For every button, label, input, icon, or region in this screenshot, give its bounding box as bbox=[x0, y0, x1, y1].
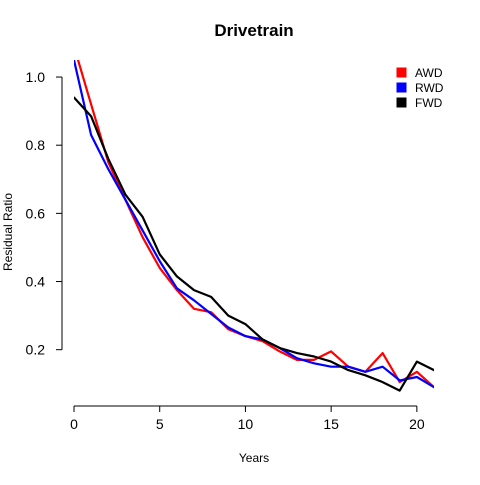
y-tick-label: 0.6 bbox=[26, 205, 46, 221]
plot-area bbox=[74, 60, 434, 392]
x-tick-label: 15 bbox=[323, 416, 339, 432]
legend-label-fwd: FWD bbox=[415, 96, 443, 110]
x-tick-label: 5 bbox=[156, 416, 164, 432]
legend-swatch-awd bbox=[396, 67, 407, 78]
legend-swatch-fwd bbox=[396, 97, 407, 108]
y-tick-label: 0.2 bbox=[26, 342, 46, 358]
x-tick-label: 20 bbox=[409, 416, 425, 432]
x-axis-label: Years bbox=[239, 451, 269, 465]
series-line-rwd bbox=[74, 60, 434, 389]
axes-layer: 0.2 0.4 0.6 0.8 1.0 0 5 10 15 20 bbox=[26, 69, 425, 432]
series-line-awd bbox=[76, 60, 434, 389]
y-tick-label: 0.4 bbox=[26, 274, 46, 290]
legend-swatch-rwd bbox=[396, 82, 407, 93]
legend-label-rwd: RWD bbox=[415, 81, 444, 95]
y-axis-label: Residual Ratio bbox=[1, 193, 15, 271]
legend-label-awd: AWD bbox=[415, 66, 443, 80]
x-tick-label: 10 bbox=[238, 416, 254, 432]
x-tick-label: 0 bbox=[70, 416, 78, 432]
y-tick-label: 1.0 bbox=[26, 69, 46, 85]
chart-title: Drivetrain bbox=[214, 21, 293, 40]
series-line-fwd bbox=[74, 96, 434, 392]
y-tick-label: 0.8 bbox=[26, 137, 46, 153]
